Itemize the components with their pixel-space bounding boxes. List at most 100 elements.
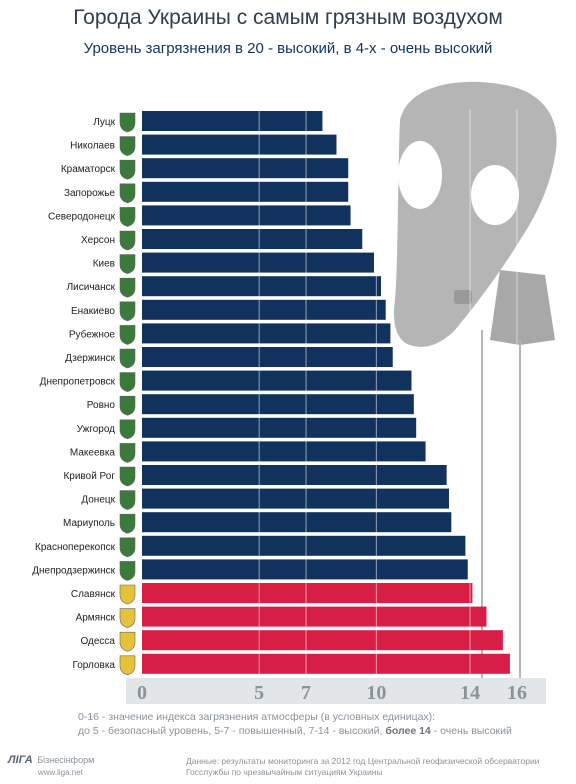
bar — [142, 252, 374, 273]
city-emblem-icon — [119, 207, 136, 227]
bar — [142, 323, 391, 344]
legend-very-high-label: - очень высокий — [433, 725, 512, 737]
bar — [142, 512, 452, 533]
legend-levels: до 5 - безопасный уровень, 5-7 - повышен… — [78, 725, 383, 737]
bar — [142, 488, 449, 509]
logo-name: Бізнесінформ — [37, 755, 95, 765]
legend-line-1: 0-16 - значение индекса загрязнения атмо… — [78, 711, 436, 723]
gas-mask-icon — [393, 81, 557, 690]
bar — [142, 583, 473, 603]
category-label: Енакиево — [71, 306, 115, 317]
city-emblem-icon — [119, 419, 136, 440]
city-emblem-icon — [119, 490, 136, 510]
category-label: Горловка — [72, 660, 115, 671]
category-label: Донецк — [81, 495, 115, 506]
category-label: Рубежное — [69, 328, 116, 340]
city-emblem-icon — [119, 395, 136, 416]
city-emblem-icon — [119, 655, 136, 676]
bar — [142, 111, 323, 131]
bar — [142, 134, 337, 155]
data-source: Данные: результаты мониторинга за 2012 г… — [186, 756, 566, 778]
logo-url: www.liga.net — [38, 768, 83, 777]
footer-logo: ЛIГА Бізнесінформ www.liga.net — [8, 750, 128, 777]
bar-chart: Луцк Николаев Краматорск Запорожье Северодон… — [32, 81, 557, 704]
city-emblem-icon — [119, 301, 136, 322]
category-label: Одесса — [80, 636, 115, 647]
city-emblem-icon — [119, 513, 136, 534]
tick-label: 16 — [507, 682, 527, 704]
city-emblem-icon — [119, 254, 136, 274]
source-line-1: Данные: результаты мониторинга за 2012 г… — [186, 756, 540, 766]
city-emblem-icon — [119, 277, 136, 298]
bar — [142, 205, 351, 226]
chart-title: Города Украины с самым грязным воздухом — [73, 6, 503, 29]
category-label: Днепродзержинск — [32, 565, 115, 576]
category-label: Николаев — [70, 141, 115, 152]
category-label: Мариуполь — [63, 518, 115, 529]
city-emblem-icon — [119, 159, 136, 180]
grid — [258, 109, 518, 678]
source-line-2: Госслужбы по чрезвычайным ситуациям Укра… — [186, 767, 383, 777]
bars — [142, 111, 510, 674]
bar — [142, 630, 503, 651]
bar — [142, 299, 386, 320]
city-emblem-icon — [119, 466, 136, 487]
legend: 0-16 - значение индекса загрязнения атмо… — [78, 710, 548, 738]
city-emblem-icon — [119, 183, 136, 204]
category-label: Луцк — [93, 117, 115, 128]
city-emblem-icon — [119, 136, 136, 156]
axis-band — [126, 678, 546, 704]
city-emblem-icon — [119, 325, 136, 345]
category-label: Запорожье — [64, 188, 115, 199]
city-emblem-icon — [119, 230, 136, 251]
tick-label: 10 — [366, 682, 386, 704]
category-label: Армянск — [76, 613, 116, 624]
chart-subtitle: Уровень загрязнения в 20 - высокий, в 4-… — [83, 40, 493, 57]
legend-line-2: до 5 - безопасный уровень, 5-7 - повышен… — [78, 724, 548, 738]
category-label: Киев — [93, 259, 115, 270]
city-emblem-icon — [119, 561, 136, 581]
category-label: Кривой Рог — [63, 471, 115, 482]
bar — [142, 158, 349, 179]
bar — [142, 559, 468, 580]
city-emblem-icon — [119, 112, 136, 133]
logo-mark: ЛIГА — [8, 754, 33, 766]
bar — [142, 417, 417, 438]
category-label: Красноперекопск — [35, 542, 116, 553]
city-emblem-icon — [119, 443, 136, 463]
tick-label: 0 — [137, 682, 147, 704]
bar — [142, 535, 466, 556]
x-axis: 0 5 7 10 14 16 — [126, 678, 546, 704]
city-emblems — [119, 112, 136, 676]
bar — [142, 229, 363, 249]
city-emblem-icon — [119, 608, 136, 628]
bar — [142, 441, 426, 462]
category-labels: Луцк Николаев Краматорск Запорожье Северодон… — [32, 117, 115, 671]
category-label: Славянск — [71, 589, 116, 600]
tick-label: 7 — [301, 682, 311, 704]
category-label: Северодонецк — [48, 211, 116, 222]
category-label: Дзержинск — [65, 353, 115, 364]
category-label: Ужгород — [77, 424, 116, 435]
category-label: Краматорск — [61, 164, 116, 175]
category-label: Макеевка — [70, 447, 116, 458]
category-label: Лисичанск — [67, 282, 116, 293]
bar — [142, 347, 393, 367]
bar — [142, 394, 414, 415]
bar — [142, 606, 487, 627]
category-label: Днепропетровск — [40, 377, 116, 388]
bar — [142, 653, 510, 674]
city-emblem-icon — [119, 348, 136, 369]
city-emblem-icon — [119, 631, 136, 652]
category-label: Ровно — [87, 400, 116, 411]
city-emblem-icon — [119, 372, 136, 392]
city-emblem-icon — [119, 537, 136, 558]
bar — [142, 181, 349, 202]
bar — [142, 276, 382, 297]
legend-very-high: более 14 — [385, 725, 431, 737]
bar — [142, 465, 447, 485]
tick-label: 14 — [460, 682, 480, 704]
category-label: Херсон — [81, 235, 115, 246]
tick-label: 5 — [254, 682, 264, 704]
city-emblem-icon — [119, 584, 136, 605]
